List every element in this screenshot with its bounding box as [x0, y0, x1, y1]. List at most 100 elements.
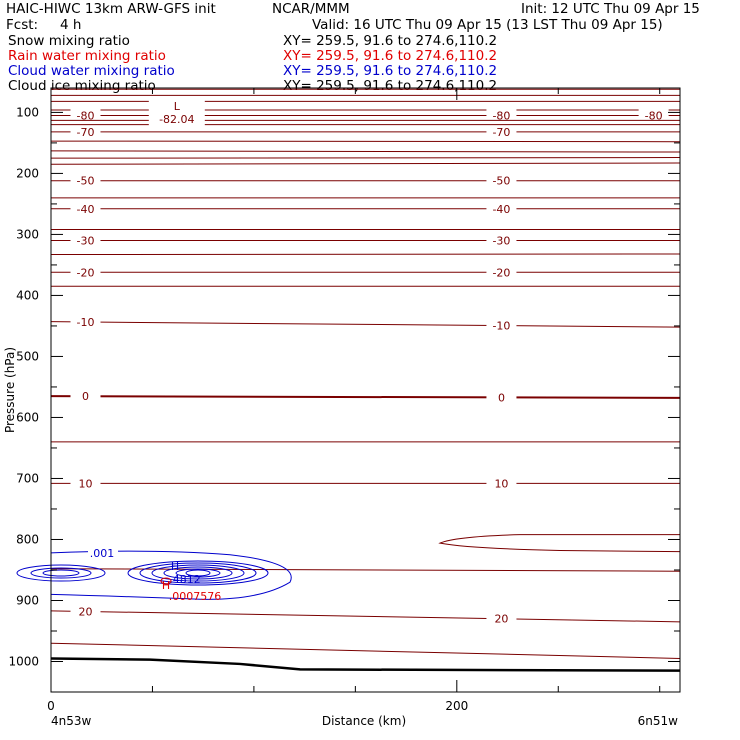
temperature-contour	[50, 321, 681, 328]
y-tick-label: 1000	[8, 654, 39, 668]
contour-label-bg	[486, 174, 517, 187]
field-name-snow: Snow mixing ratio	[8, 33, 130, 49]
contour-label-bg	[70, 174, 101, 187]
contour-label-bg	[70, 605, 101, 618]
init-time: Init: 12 UTC Thu 09 Apr 15	[521, 1, 700, 17]
fcst-value: 4 h	[60, 17, 82, 33]
temperature-contour-label: -40	[77, 203, 95, 216]
contour-label-bg	[70, 109, 101, 122]
temperature-contour-label: -50	[77, 175, 95, 188]
field-name-cloud-water: Cloud water mixing ratio	[8, 63, 175, 79]
y-tick-label: 100	[16, 105, 39, 119]
x-axis-label: Distance (km)	[322, 714, 406, 728]
temperature-contour-label: 10	[78, 477, 92, 490]
contour-label-bg	[486, 319, 517, 332]
x-right-endpoint: 6n51w	[638, 714, 679, 728]
rain-water-max-value: .0007576	[169, 590, 222, 603]
contour-label-bg	[486, 234, 517, 247]
temperature-contour-label: -80	[492, 109, 510, 122]
temperature-contour	[50, 140, 681, 143]
temperature-contour	[50, 568, 681, 572]
temperature-contour-label: -70	[77, 126, 95, 139]
contour-label-bg	[70, 315, 101, 328]
y-tick-label: 900	[16, 593, 39, 607]
rain-water-contours: H.0007576	[160, 577, 222, 603]
x-tick-label: 0	[47, 699, 55, 713]
temperature-contours: -80 -80 -80 -70 -70 -50 -50 -40 -40 -30 -30 -20 -20 -…	[50, 88, 681, 659]
field-name-rain: Rain water mixing ratio	[8, 48, 166, 64]
cloud-water-max-marker: H	[171, 560, 179, 573]
contour-label-bg	[70, 234, 101, 247]
ground-line	[50, 657, 681, 672]
cloud-water-contour	[127, 560, 269, 586]
field-xy-cloud-ice: XY= 259.5, 91.6 to 274.6,110.2	[283, 78, 498, 94]
cloud-water-contour	[139, 562, 257, 584]
cloud-water-contour	[50, 550, 292, 600]
rain-water-contour	[160, 577, 172, 585]
min-marker: L	[174, 100, 181, 113]
cloud-water-contour	[151, 564, 245, 582]
temperature-contour-label: -20	[492, 266, 510, 279]
y-tick-label: 800	[16, 532, 39, 546]
field-name-cloud-ice: Cloud ice mixing ratio	[8, 78, 156, 94]
y-tick-label: 600	[16, 410, 39, 424]
temperature-contour-label: -40	[492, 203, 510, 216]
contour-label-bg	[486, 477, 517, 490]
temperature-contour	[50, 610, 681, 623]
contour-label-bg	[486, 391, 517, 404]
temperature-contour-label: -80	[77, 109, 95, 122]
cloud-water-max-value: .4812	[169, 573, 201, 586]
temperature-contour-label: -50	[492, 175, 510, 188]
temperature-contour	[50, 157, 681, 159]
y-axis-label: Pressure (hPa)	[3, 347, 17, 433]
temperature-contour-label: 20	[494, 613, 508, 626]
cloud-water-contour	[30, 567, 92, 579]
field-xy-cloud-water: XY= 259.5, 91.6 to 274.6,110.2	[283, 63, 498, 79]
temperature-contour-label: -20	[77, 266, 95, 279]
plot-frame	[50, 87, 681, 693]
cloud-water-contours: .001 H.4812	[16, 545, 292, 600]
min-value: -82.04	[159, 113, 194, 126]
contour-label-bg	[70, 266, 101, 279]
contour-label-bg	[70, 202, 101, 215]
temperature-contour-label: -80	[645, 109, 663, 122]
center-label: NCAR/MMM	[272, 1, 350, 17]
cloud-water-contour	[163, 566, 233, 580]
temperature-contour-label: -10	[77, 316, 95, 329]
y-tick-label: 400	[16, 288, 39, 302]
contour-label-bg	[486, 125, 517, 138]
temperature-contour	[50, 253, 681, 256]
fcst-label: Fcst:	[6, 17, 39, 33]
contour-label-bg	[638, 109, 669, 122]
contour-label-bg	[486, 109, 517, 122]
cloud-water-contour	[16, 564, 106, 582]
rain-water-max-marker: H	[162, 579, 170, 592]
y-tick-label: 700	[16, 471, 39, 485]
contour-label-bg	[70, 125, 101, 138]
y-tick-label: 300	[16, 227, 39, 241]
model-title: HAIC-HIWC 13km ARW-GFS init	[6, 1, 216, 17]
temperature-contour	[50, 162, 681, 165]
cloud-water-contour	[42, 569, 80, 577]
temperature-contour-label: 10	[494, 477, 508, 490]
contour-label-bg	[70, 477, 101, 490]
temperature-contour	[50, 395, 681, 399]
y-tick-label: 200	[16, 166, 39, 180]
temperature-contour-label: 20	[78, 605, 92, 618]
x-tick-label: 200	[445, 699, 468, 713]
temperature-contour-label: 0	[82, 390, 89, 403]
field-xy-rain: XY= 259.5, 91.6 to 274.6,110.2	[283, 48, 498, 64]
temperature-contour-label: -30	[492, 235, 510, 248]
cloud-water-contour	[185, 569, 211, 577]
contour-label-bg	[486, 612, 517, 625]
temperature-contour	[438, 534, 681, 553]
ground-line-path	[50, 657, 681, 672]
y-tick-label: 500	[16, 349, 39, 363]
contour-label-bg	[486, 266, 517, 279]
x-left-endpoint: 4n53w	[51, 714, 92, 728]
temperature-contour-label: 0	[498, 391, 505, 404]
cloud-water-contour	[175, 568, 221, 578]
contour-label-bg	[486, 202, 517, 215]
